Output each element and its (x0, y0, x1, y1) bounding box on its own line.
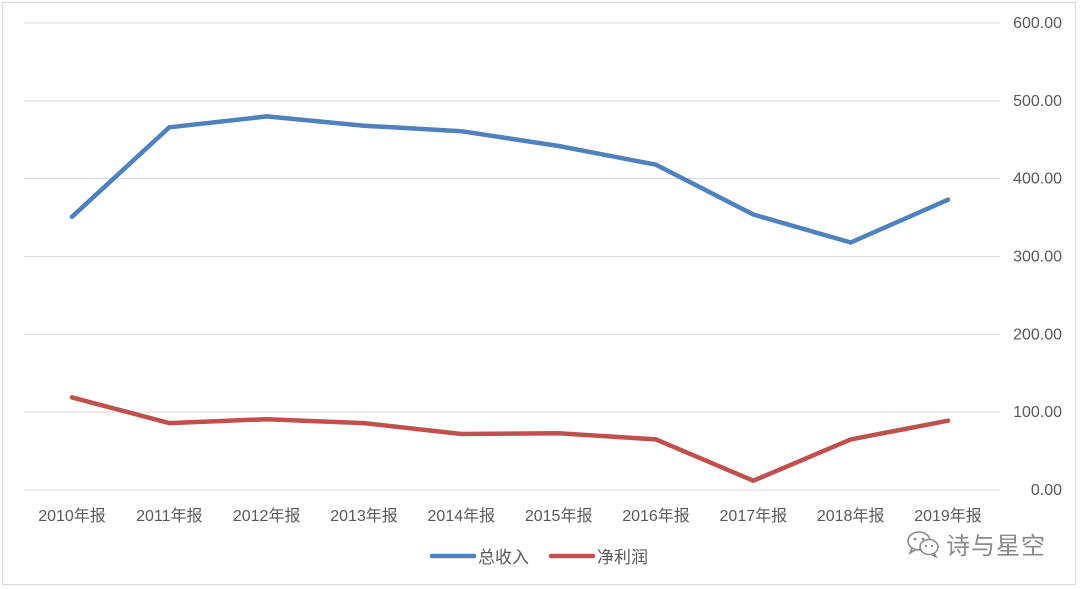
series-line-1 (69, 395, 951, 483)
series-line-0 (69, 114, 951, 245)
y-tick-label: 500.00 (1013, 93, 1062, 110)
data-point (264, 114, 269, 119)
data-point (361, 123, 367, 128)
legend: 总收入 净利润 (429, 548, 648, 567)
data-point (167, 420, 172, 426)
y-tick-label: 100.00 (1013, 404, 1062, 421)
data-point (167, 125, 172, 130)
legend-label: 总收入 (478, 548, 529, 567)
data-point (69, 214, 75, 220)
x-tick-label: 2017年报 (720, 507, 788, 525)
y-tick-label: 200.00 (1013, 326, 1062, 343)
y-tick-label: 300.00 (1013, 249, 1062, 266)
wechat-icon (907, 530, 939, 558)
data-point (945, 418, 951, 423)
y-tick-label: 0.00 (1031, 482, 1062, 499)
data-point (945, 197, 951, 202)
x-tick-label: 2010年报 (38, 507, 106, 525)
data-point (361, 420, 367, 426)
x-tick-label: 2014年报 (428, 507, 496, 525)
x-tick-label: 2016年报 (622, 507, 690, 525)
x-tick-label: 2015年报 (525, 507, 593, 525)
data-point (459, 431, 464, 437)
data-point (556, 143, 561, 149)
data-point (653, 437, 659, 442)
data-point (751, 478, 756, 483)
x-tick-label: 2012年报 (233, 507, 301, 525)
y-tick-label: 600.00 (1013, 15, 1062, 32)
x-tick-label: 2013年报 (330, 507, 398, 525)
x-axis-tick-labels: 2010年报 2011年报 2012年报 2013年报 2014年报 2015年报 2016… (38, 507, 982, 525)
x-tick-label: 2018年报 (817, 507, 885, 525)
y-axis-tick-labels: 0.00 100.00 200.00 300.00 400.00 500.00 600.00 (1013, 15, 1062, 499)
data-point (751, 212, 756, 217)
y-tick-label: 400.00 (1013, 171, 1062, 188)
series-lines (69, 114, 951, 483)
data-point (556, 430, 561, 436)
x-tick-label: 2011年报 (136, 507, 202, 525)
x-tick-label: 2019年报 (914, 507, 982, 525)
data-point (264, 416, 269, 422)
data-point (459, 128, 464, 134)
watermark: 诗与星空 (906, 526, 1046, 561)
watermark-text: 诗与星空 (946, 532, 1046, 560)
gridlines (24, 22, 1000, 491)
legend-label: 净利润 (597, 548, 648, 567)
data-point (69, 395, 75, 400)
data-point (848, 240, 853, 245)
data-point (653, 162, 659, 167)
data-point (848, 437, 853, 442)
